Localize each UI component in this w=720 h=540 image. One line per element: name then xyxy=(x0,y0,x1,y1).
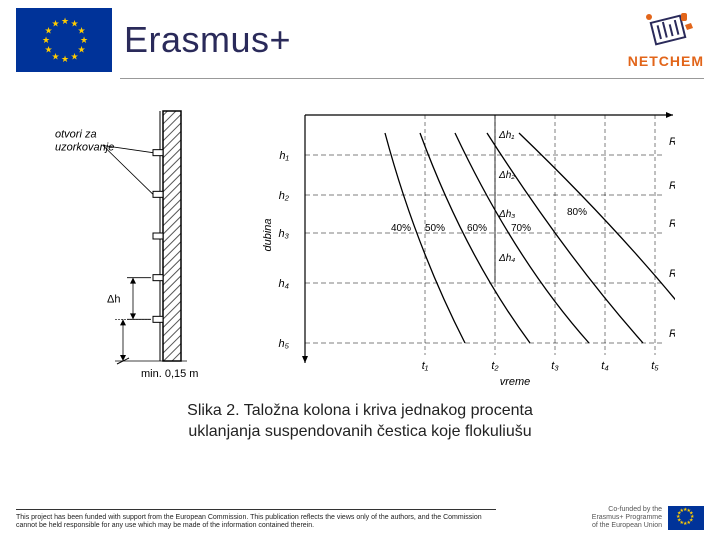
page-footer: This project has been funded with suppor… xyxy=(0,506,720,530)
cofunded-l1: Co-funded by the xyxy=(608,506,662,513)
svg-text:h₄: h₄ xyxy=(278,278,289,290)
svg-text:h₂: h₂ xyxy=(279,190,290,202)
netchem-icon xyxy=(639,11,693,51)
settling-column-diagram: otvori zauzorkovanje Δh min. 0,15 m xyxy=(45,97,215,387)
svg-text:70%: 70% xyxy=(511,223,531,234)
svg-text:Δh₄: Δh₄ xyxy=(498,253,515,264)
svg-text:R₁: R₁ xyxy=(669,136,675,148)
page-header: ★★★★★★★★★★★★ Erasmus+ NETCHEM xyxy=(0,0,720,72)
cofunded-text: Co-funded by the Erasmus+ Programme of t… xyxy=(592,506,662,529)
svg-text:80%: 80% xyxy=(567,207,587,218)
svg-text:50%: 50% xyxy=(425,223,445,234)
header-right: NETCHEM xyxy=(628,11,704,69)
svg-text:t₁: t₁ xyxy=(422,360,429,372)
svg-text:Δh₁: Δh₁ xyxy=(498,130,514,141)
footer-disclaimer: This project has been funded with suppor… xyxy=(16,509,496,530)
svg-text:R₄: R₄ xyxy=(669,268,675,280)
disclaimer-text: This project has been funded with suppor… xyxy=(16,514,482,529)
erasmus-logo-text: Erasmus+ xyxy=(124,19,291,61)
svg-text:t₃: t₃ xyxy=(551,360,559,372)
svg-text:Δh: Δh xyxy=(107,294,120,306)
svg-text:min. 0,15 m: min. 0,15 m xyxy=(141,368,198,380)
svg-text:t₅: t₅ xyxy=(651,360,659,372)
cofunded-l3: of the European Union xyxy=(592,522,662,529)
svg-text:t₄: t₄ xyxy=(601,360,608,372)
eu-flag-small-icon: ★★★★★★★★★★★★ xyxy=(668,506,704,530)
svg-text:Δh₃: Δh₃ xyxy=(498,209,515,220)
svg-text:dubina: dubina xyxy=(262,218,274,251)
header-left: ★★★★★★★★★★★★ Erasmus+ xyxy=(16,8,291,72)
svg-text:R₃: R₃ xyxy=(669,218,675,230)
isoremoval-chart: dubinavremeh₁R₁h₂R₂h₃R₃h₄R₄h₅R₅Δh₁Δh₂Δh₃… xyxy=(255,97,675,387)
svg-text:40%: 40% xyxy=(391,223,411,234)
svg-text:h₅: h₅ xyxy=(278,338,289,350)
svg-text:R₂: R₂ xyxy=(669,180,675,192)
caption-line1: Slika 2. Taložna kolona i kriva jednakog… xyxy=(187,402,533,419)
cofunded-l2: Erasmus+ Programme xyxy=(592,514,662,521)
svg-text:otvori za: otvori za xyxy=(55,129,97,141)
svg-text:vreme: vreme xyxy=(500,376,531,387)
figure-area: otvori zauzorkovanje Δh min. 0,15 m dubina… xyxy=(0,79,720,387)
svg-text:h₁: h₁ xyxy=(279,150,289,162)
svg-text:h₃: h₃ xyxy=(279,228,290,240)
netchem-logo-text: NETCHEM xyxy=(628,53,704,69)
footer-cofunded: Co-funded by the Erasmus+ Programme of t… xyxy=(592,506,704,530)
svg-text:60%: 60% xyxy=(467,223,487,234)
figure-caption: Slika 2. Taložna kolona i kriva jednakog… xyxy=(0,401,720,443)
eu-flag-icon: ★★★★★★★★★★★★ xyxy=(16,8,112,72)
caption-line2: uklanjanja suspendovanih čestica koje fl… xyxy=(188,423,531,440)
svg-text:uzorkovanje: uzorkovanje xyxy=(55,142,114,154)
svg-text:R₅: R₅ xyxy=(669,328,675,340)
svg-text:t₂: t₂ xyxy=(491,360,499,372)
